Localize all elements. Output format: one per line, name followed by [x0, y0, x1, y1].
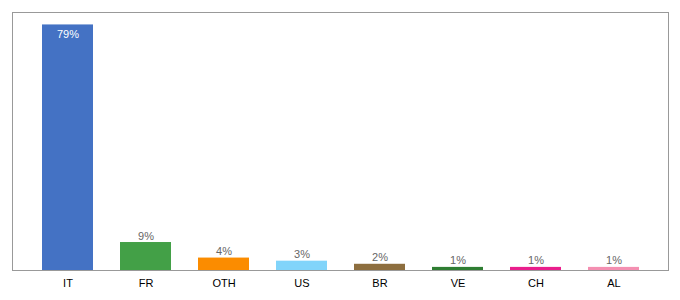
svg-text:AL: AL	[607, 277, 620, 289]
svg-text:IT: IT	[63, 277, 73, 289]
svg-text:CH: CH	[528, 277, 544, 289]
svg-text:9%: 9%	[138, 230, 154, 242]
svg-text:4%: 4%	[216, 245, 232, 257]
svg-text:BR: BR	[372, 277, 387, 289]
svg-text:US: US	[294, 277, 309, 289]
svg-text:3%: 3%	[294, 248, 310, 260]
svg-text:FR: FR	[139, 277, 154, 289]
svg-text:1%: 1%	[606, 254, 622, 266]
svg-text:1%: 1%	[528, 254, 544, 266]
svg-text:VE: VE	[451, 277, 466, 289]
svg-text:1%: 1%	[450, 254, 466, 266]
svg-text:79%: 79%	[57, 28, 79, 40]
svg-text:OTH: OTH	[212, 277, 235, 289]
svg-text:2%: 2%	[372, 251, 388, 263]
